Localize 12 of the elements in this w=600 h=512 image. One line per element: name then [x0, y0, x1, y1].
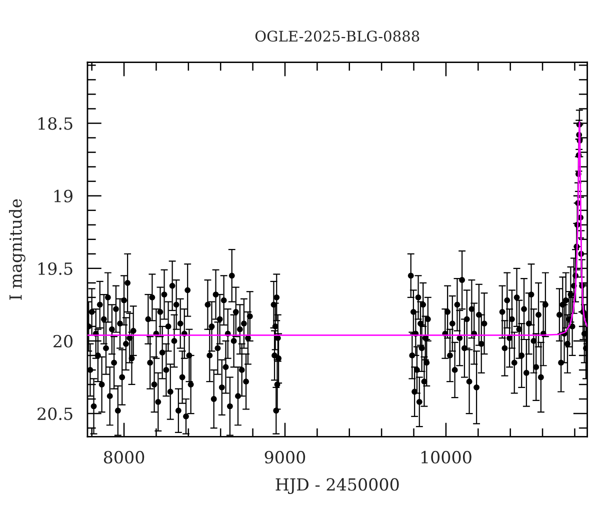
x-tick-label: 9000	[264, 450, 306, 464]
x-tick-label: 8000	[104, 450, 144, 464]
y-tick-label: 20	[54, 334, 72, 348]
y-tick-label: 19.5	[38, 262, 72, 275]
x-axis-title: HJD - 2450000	[276, 478, 399, 494]
y-axis-title: I magnitude	[9, 199, 26, 300]
x-tick-label: 10000	[421, 450, 472, 464]
y-tick-label: 19	[54, 190, 72, 202]
line-series	[87, 121, 588, 336]
chart-title: OGLE-2025-BLG-0888	[255, 30, 420, 42]
y-tick-label: 20.5	[38, 407, 72, 420]
y-tick-label: 18.5	[38, 117, 72, 130]
